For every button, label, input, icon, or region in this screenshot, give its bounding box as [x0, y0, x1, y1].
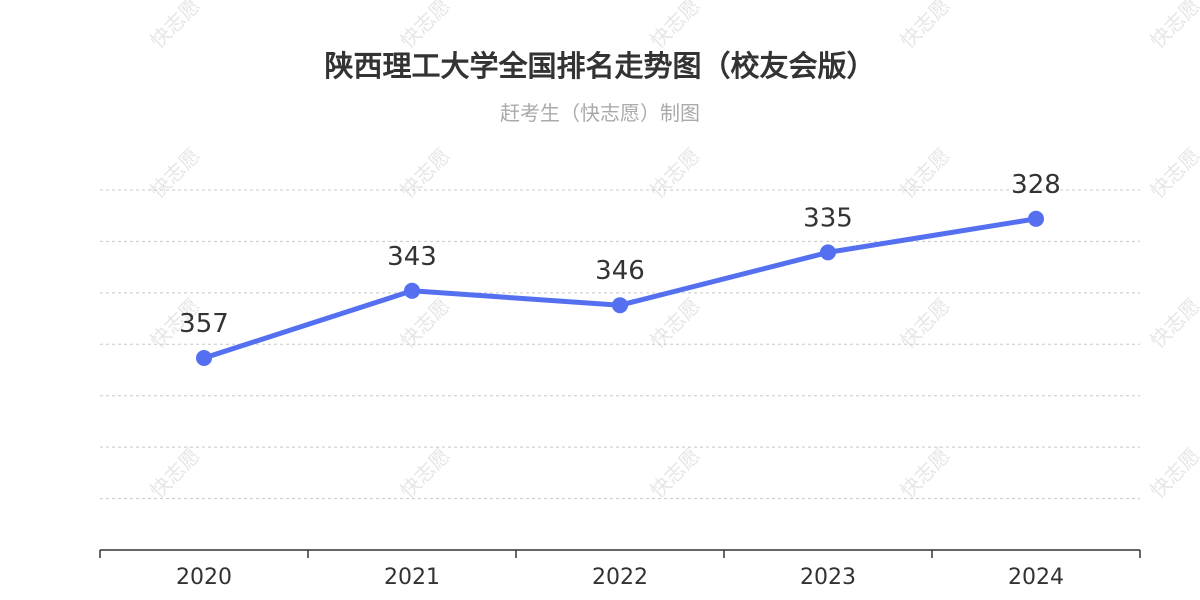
data-label: 346 — [595, 256, 645, 286]
watermark-text: 快志愿 — [395, 143, 454, 202]
watermark-text: 快志愿 — [1145, 0, 1200, 53]
watermark-text: 快志愿 — [1145, 443, 1200, 502]
x-tick-label: 2022 — [592, 565, 648, 590]
watermark-text: 快志愿 — [645, 443, 704, 502]
watermark-text: 快志愿 — [145, 143, 204, 202]
chart-subtitle: 赶考生（快志愿）制图 — [500, 101, 700, 125]
watermark-text: 快志愿 — [895, 0, 954, 53]
data-labels: 357 343 346 335 328 — [179, 170, 1061, 339]
x-axis: 2020 2021 2022 2023 2024 — [99, 549, 1141, 590]
watermark-text: 快志愿 — [145, 0, 204, 53]
data-label: 343 — [387, 242, 437, 272]
watermark-text: 快志愿 — [1145, 293, 1200, 352]
data-point[interactable] — [820, 244, 836, 261]
data-point[interactable] — [404, 282, 420, 299]
watermark-text: 快志愿 — [895, 143, 954, 202]
watermark-text: 快志愿 — [645, 143, 704, 202]
data-label: 357 — [179, 309, 229, 339]
data-point[interactable] — [196, 350, 212, 366]
x-tick-label: 2024 — [1008, 565, 1064, 590]
chart-title: 陕西理工大学全国排名走势图（校友会版） — [324, 49, 875, 83]
grid-lines — [100, 189, 1140, 500]
watermark-text: 快志愿 — [145, 443, 204, 502]
x-tick-label: 2021 — [384, 565, 440, 590]
data-label: 335 — [803, 203, 853, 233]
data-label: 328 — [1011, 170, 1061, 200]
watermark-text: 快志愿 — [1145, 143, 1200, 202]
data-point[interactable] — [612, 297, 628, 314]
watermark-text: 快志愿 — [645, 0, 704, 53]
data-point[interactable] — [1028, 210, 1044, 227]
x-tick-label: 2023 — [800, 565, 856, 590]
data-points — [196, 210, 1044, 366]
watermark-text: 快志愿 — [395, 0, 454, 53]
watermark-text: 快志愿 — [895, 443, 954, 502]
watermark-text: 快志愿 — [395, 443, 454, 502]
x-tick-label: 2020 — [176, 565, 232, 590]
